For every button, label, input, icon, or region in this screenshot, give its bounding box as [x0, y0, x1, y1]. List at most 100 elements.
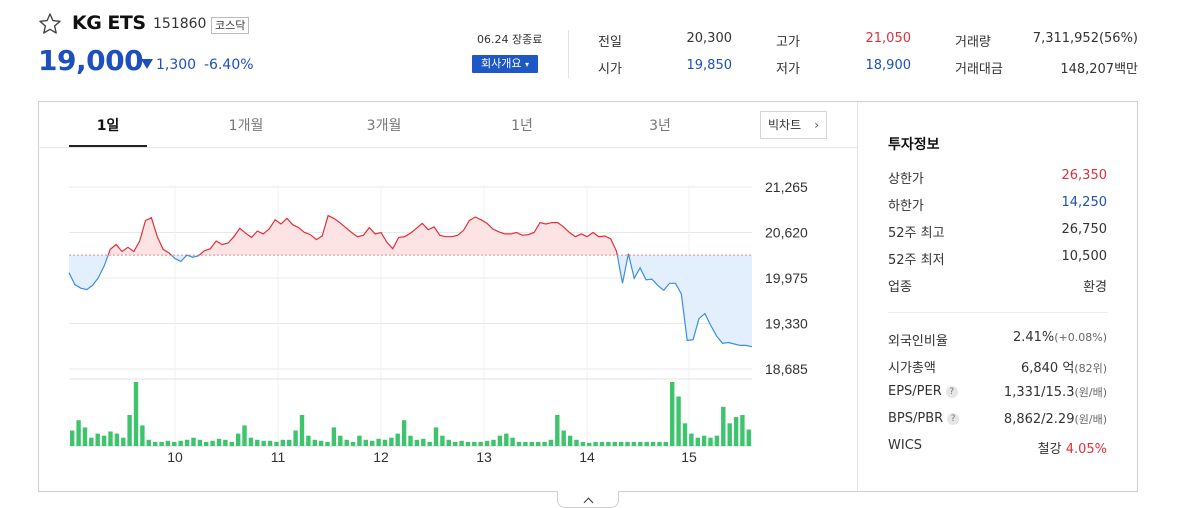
help-icon[interactable]: ?: [947, 413, 960, 425]
volume-bar: [644, 441, 649, 446]
header-divider: [568, 30, 569, 78]
low-label: 저가: [776, 62, 800, 77]
volume-bar: [133, 382, 139, 446]
volume-bar: [274, 441, 279, 446]
prev-close-value: 20,300: [686, 31, 733, 46]
volume-bar: [165, 440, 171, 446]
volume-bar: [714, 435, 720, 446]
volume-bar: [121, 437, 126, 446]
volume-bar: [363, 439, 368, 446]
volume-bar: [159, 441, 164, 446]
price-line-up: [107, 214, 630, 256]
volume-bar: [318, 440, 324, 446]
volume-bar: [223, 439, 228, 446]
tab-1d[interactable]: 1일: [69, 109, 147, 147]
bigchart-button[interactable]: 빅차트 ›: [760, 111, 827, 139]
volume-bar: [344, 439, 349, 446]
volume-bar: [606, 441, 611, 446]
change-amount: 1,300: [156, 57, 197, 73]
volume-bar: [536, 441, 541, 446]
volume-bar: [510, 437, 515, 446]
bps-pbr-unit: (원/배): [1074, 413, 1107, 426]
volume-bar: [408, 435, 413, 446]
caret-down-icon: ▾: [524, 60, 529, 69]
volume-bar: [695, 437, 700, 446]
volume-bar: [210, 440, 215, 446]
bps-pbr-label: BPS/PBR?: [888, 411, 960, 426]
stock-name: KG ETS: [72, 12, 146, 34]
company-overview-button[interactable]: 회사개요 ▾: [472, 55, 538, 73]
volume-bar: [453, 441, 458, 446]
volume-bar: [676, 396, 681, 446]
volume-bar: [555, 415, 560, 446]
volume-bar: [529, 441, 534, 446]
volume-bar: [561, 430, 566, 446]
favorite-star-icon[interactable]: [38, 12, 62, 36]
tab-1y[interactable]: 1년: [511, 118, 533, 134]
volume-bar: [497, 435, 503, 446]
volume-bar: [338, 435, 343, 446]
intraday-chart[interactable]: 21,265 20,620 19,975 19,330 18,685 10 11 12 13 14…: [0, 0, 860, 490]
volume-bar: [70, 430, 75, 446]
tabs-underline: [38, 147, 858, 148]
tab-1m[interactable]: 1개월: [228, 118, 264, 134]
open-value: 19,850: [686, 58, 733, 73]
volume-bar: [389, 437, 394, 446]
foreign-ratio-change: (+0.08%): [1054, 331, 1107, 344]
wics-sector: 철강: [1037, 442, 1062, 457]
volume-bar: [325, 441, 330, 446]
volume-bar: [427, 441, 432, 446]
volume-bar: [236, 433, 241, 446]
investment-info-title: 투자정보: [888, 137, 940, 153]
volume-bar: [472, 441, 477, 446]
tab-3m[interactable]: 3개월: [366, 118, 402, 134]
volume-bar: [267, 440, 273, 446]
volume-bar: [670, 382, 675, 446]
volume-bar: [312, 439, 317, 446]
volume-bar: [599, 441, 605, 446]
collapse-toggle[interactable]: [557, 491, 619, 508]
volume-bar: [740, 415, 745, 446]
lower-limit-value: 14,250: [1061, 195, 1108, 210]
volume-bar: [421, 438, 426, 446]
help-icon[interactable]: ?: [945, 386, 958, 398]
volume-bar: [689, 433, 694, 446]
volume-bar: [701, 435, 707, 446]
volume-bar: [204, 441, 209, 446]
lower-limit-label: 하한가: [888, 199, 924, 214]
volume-bar: [440, 435, 445, 446]
current-price: 19,000: [38, 44, 144, 77]
eps-per-number: 1,331/15.3: [1003, 385, 1075, 400]
y-tick-label: 21,265: [765, 179, 808, 195]
volume-bar: [153, 441, 158, 446]
volume-bar: [650, 441, 656, 446]
volume-bar: [261, 440, 266, 446]
volume-bar: [619, 441, 624, 446]
volume-bar: [721, 406, 726, 446]
tab-3y[interactable]: 3년: [649, 118, 671, 134]
market-badge: 코스닥: [211, 17, 250, 34]
high-label: 고가: [776, 35, 800, 50]
volume-bar: [638, 441, 643, 446]
foreign-ratio-value: 2.41%(+0.08%): [1013, 330, 1107, 345]
volume-bar: [663, 441, 668, 446]
info-divider: [888, 312, 1108, 313]
volume-label: 거래량: [955, 35, 991, 50]
volume-bar: [414, 439, 420, 446]
panel-divider: [857, 102, 858, 491]
volume-bar: [733, 417, 739, 446]
volume-bar: [523, 441, 528, 446]
volume-bar: [401, 420, 407, 446]
x-tick-label: 15: [681, 449, 697, 465]
volume-value: 7,311,952(56%): [1032, 31, 1138, 46]
volume-bar: [293, 430, 298, 446]
price-line-down: [68, 255, 753, 348]
volume-bar: [478, 441, 483, 446]
volume-bar: [357, 435, 362, 446]
low-value: 18,900: [865, 58, 912, 73]
volume-bar: [191, 437, 196, 446]
prev-close-label: 전일: [598, 35, 622, 50]
volume-bar: [459, 440, 464, 446]
volume-bar: [108, 431, 113, 446]
volume-bar: [370, 440, 375, 446]
